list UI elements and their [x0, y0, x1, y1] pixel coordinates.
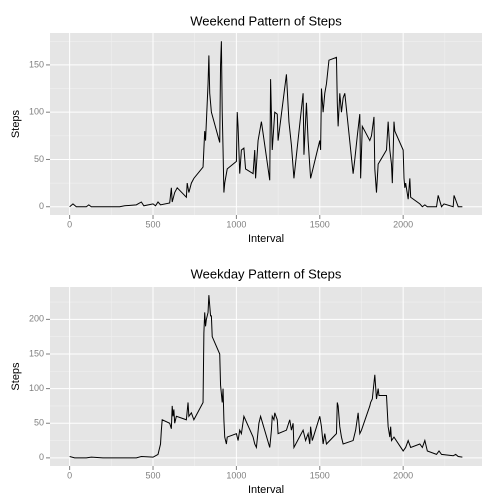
- x-tick-label: 0: [67, 219, 72, 229]
- x-tick-label: 2000: [393, 470, 413, 480]
- y-tick-label: 150: [29, 348, 44, 358]
- y-tick-label: 100: [29, 107, 44, 117]
- x-tick-label: 1000: [226, 219, 246, 229]
- y-axis-label: Steps: [10, 109, 22, 138]
- y-tick-label: 100: [29, 383, 44, 393]
- x-tick-label: 500: [146, 219, 161, 229]
- y-tick-label: 0: [39, 452, 44, 462]
- x-tick-label: 1500: [310, 219, 330, 229]
- x-axis-label: Interval: [248, 233, 284, 245]
- plot-background: [50, 33, 482, 215]
- plot-background: [50, 287, 482, 466]
- y-tick-label: 50: [34, 418, 44, 428]
- y-tick-label: 0: [39, 201, 44, 211]
- y-tick-label: 200: [29, 314, 44, 324]
- data-line: [69, 41, 463, 208]
- x-axis-label: Interval: [248, 484, 284, 496]
- x-tick-label: 0: [67, 470, 72, 480]
- data-line: [69, 295, 463, 459]
- chart-title: Weekend Pattern of Steps: [190, 13, 342, 28]
- x-tick-label: 1500: [310, 470, 330, 480]
- y-axis-label: Steps: [10, 362, 22, 391]
- chart-title: Weekday Pattern of Steps: [191, 266, 342, 281]
- y-tick-label: 150: [29, 59, 44, 69]
- x-tick-label: 500: [146, 470, 161, 480]
- x-tick-label: 1000: [226, 470, 246, 480]
- x-tick-label: 2000: [393, 219, 413, 229]
- y-tick-label: 50: [34, 154, 44, 164]
